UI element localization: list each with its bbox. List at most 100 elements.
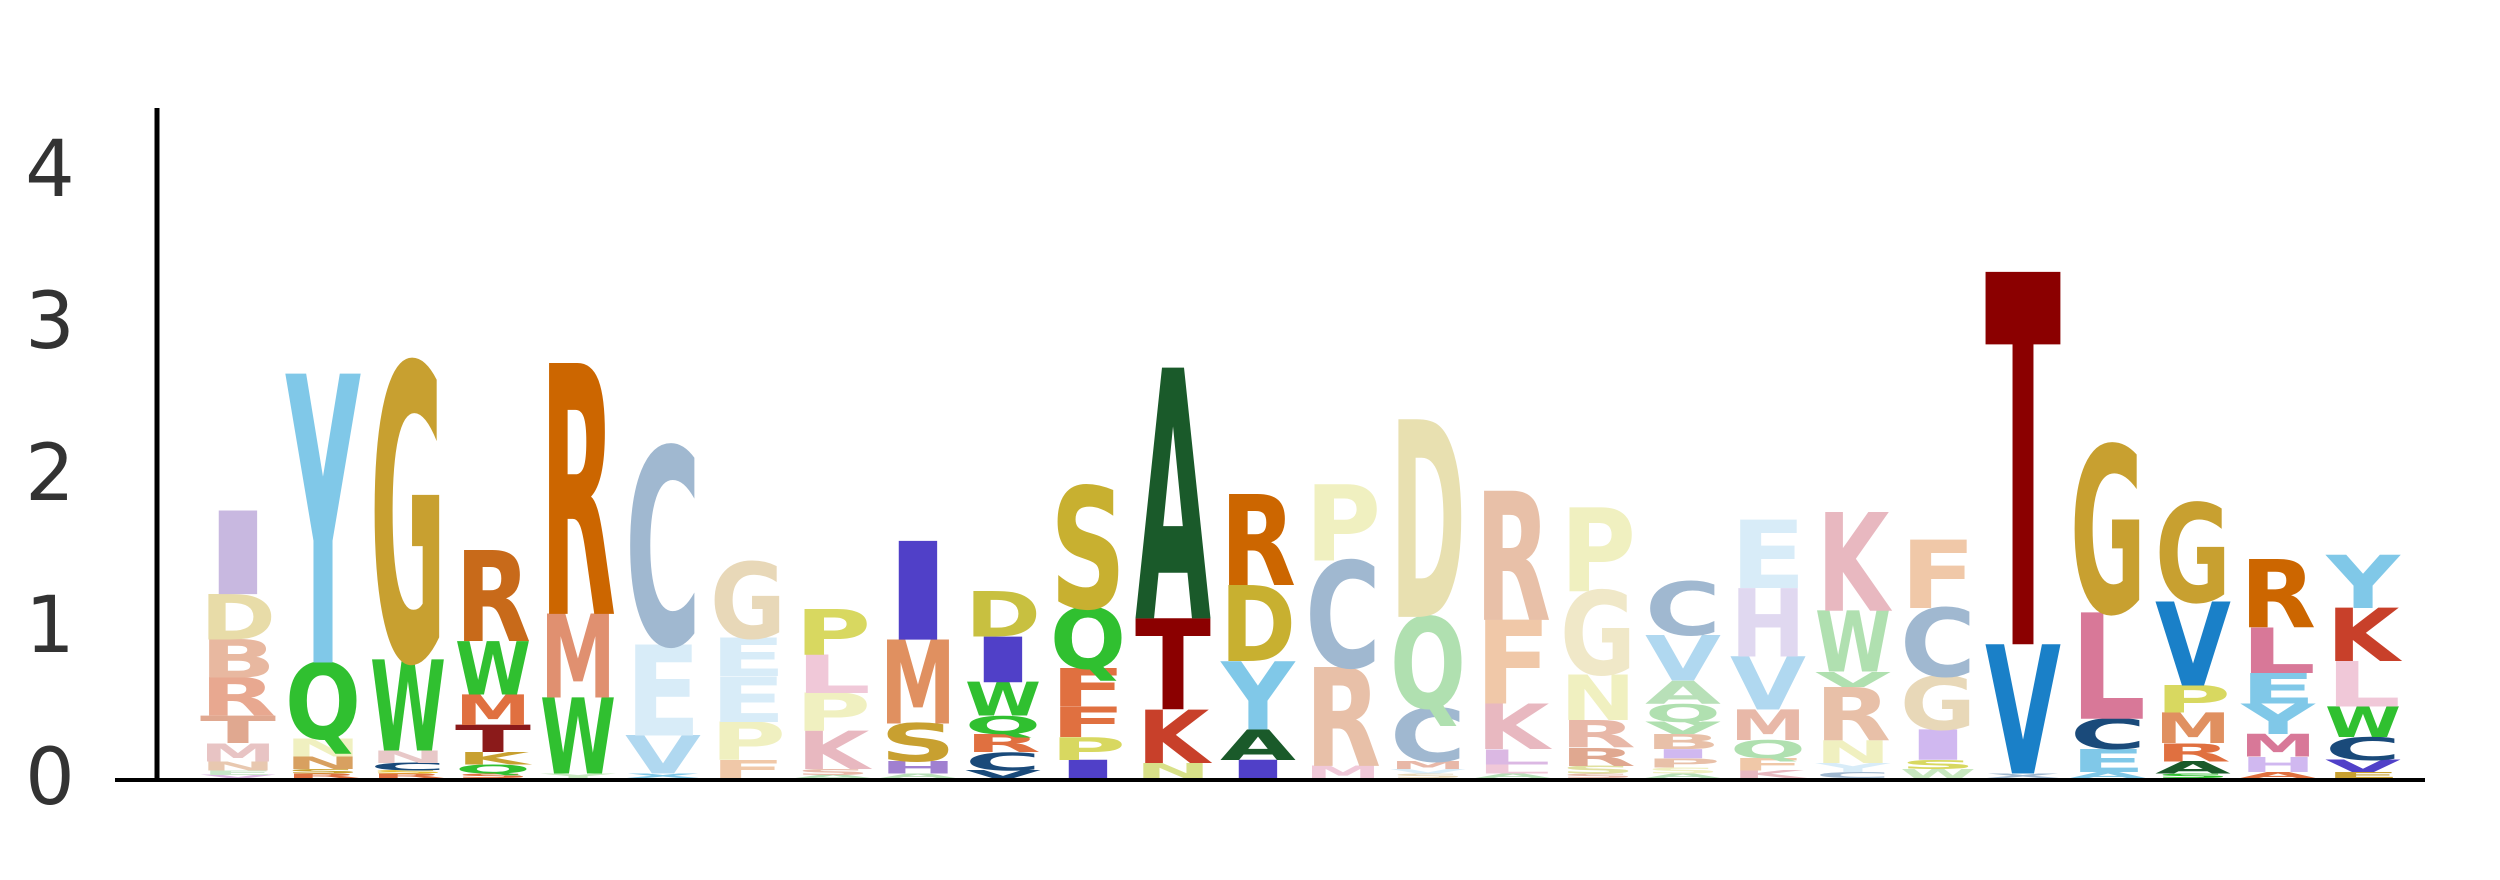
logo-letter: R — [540, 294, 616, 695]
logo-letter: Q — [1645, 699, 1721, 728]
logo-letter: Q — [1390, 592, 1466, 738]
logo-letter: I — [1050, 755, 1126, 784]
logo-letter: V — [1645, 624, 1721, 696]
logo-letter: T — [1985, 172, 2062, 766]
logo-letter: R — [1815, 673, 1891, 758]
logo-letter: G — [2070, 401, 2146, 667]
logo-letter: Q — [1730, 735, 1806, 764]
logo-letter: C — [965, 747, 1041, 776]
logo-letter: G — [1560, 568, 1636, 702]
logo-letter: A — [2155, 758, 2232, 777]
logo-letter: S — [1560, 764, 1636, 776]
logo-letter: A — [2240, 770, 2316, 780]
logo-letter: N — [370, 747, 446, 766]
logo-letter: M — [2155, 704, 2231, 753]
logo-letter: A — [1475, 772, 1551, 779]
logo-letter: P — [2155, 678, 2231, 721]
logo-letter: C — [625, 395, 701, 709]
logo-letter: F — [1730, 755, 1806, 775]
logo-letter: V — [965, 768, 1041, 780]
logo-letter: C — [1815, 770, 1891, 780]
logo-letter: B — [200, 629, 276, 690]
logo-letter: C — [1900, 590, 1976, 699]
logo-letter: X — [1985, 772, 2061, 779]
logo-letter: E — [625, 619, 701, 765]
logo-letter: Y — [2325, 540, 2401, 625]
logo-letter: R — [455, 525, 531, 672]
logo-letter: R — [1560, 713, 1636, 757]
logo-letter: G — [1900, 662, 1976, 747]
y-tick-label: 2 — [25, 429, 75, 519]
logo-letter: R — [1560, 743, 1636, 772]
logo-letter: F — [1050, 698, 1126, 747]
logo-letter: A — [2070, 770, 2146, 780]
logo-letter: P — [710, 712, 786, 772]
logo-letter: D — [1220, 565, 1296, 686]
logo-letter: W — [1900, 766, 1976, 781]
logo-letter: Y — [2240, 696, 2316, 744]
logo-letter: I — [1220, 755, 1296, 784]
logo-letter: W — [965, 673, 1041, 726]
logo-letter: V — [1985, 609, 2061, 816]
logo-letter: P — [1560, 485, 1636, 618]
logo-letter: N — [200, 759, 276, 773]
logo-letter-stacks: VENMTRBDIRSNNQYRSCNWGSQKTMWRYWMRXVECFPEE… — [200, 172, 2403, 816]
logo-letter: S — [455, 772, 531, 779]
logo-letter: T — [200, 708, 276, 752]
logo-letter: G — [370, 282, 446, 756]
logo-letter: M — [540, 592, 616, 725]
logo-letter: K — [1137, 695, 1213, 780]
logo-letter: Y — [1815, 760, 1891, 775]
logo-letter: S — [1050, 452, 1126, 647]
logo-letter: K — [797, 721, 874, 781]
logo-letter: M — [880, 617, 956, 750]
logo-letter: Q — [455, 762, 531, 777]
logo-letter: I — [1900, 721, 1976, 770]
logo-letter: F — [1050, 659, 1126, 720]
logo-letter: C — [1390, 694, 1466, 779]
logo-letter: T — [455, 717, 531, 761]
logo-letter: R — [1305, 640, 1381, 798]
logo-letter: L — [1475, 745, 1551, 769]
logo-letter: V — [1815, 667, 1891, 691]
logo-letter: S — [1560, 772, 1636, 779]
logo-letter: V — [200, 774, 276, 779]
logo-letter: Y — [285, 297, 361, 757]
logo-letter: Q — [965, 711, 1041, 740]
logo-letter: P — [1645, 756, 1721, 771]
logo-letter: N — [1560, 663, 1636, 735]
logo-letter: D — [1390, 365, 1466, 681]
logo-letter: A — [1645, 772, 1721, 779]
logo-letter: Y — [540, 772, 616, 779]
y-tick-label: 3 — [25, 277, 75, 367]
logo-letter: F — [710, 755, 786, 784]
logo-letter: S — [795, 767, 871, 777]
logo-letter: M — [1730, 701, 1806, 750]
logo-letter: X — [625, 772, 701, 779]
logo-letter: P — [1305, 463, 1381, 585]
logo-letter: L — [2070, 584, 2146, 754]
logo-letter: C — [1645, 568, 1721, 653]
logo-letter: L — [2240, 616, 2316, 688]
logo-letter: N — [1815, 734, 1891, 770]
logo-letter: W — [370, 634, 446, 780]
logo-letter: K — [1477, 691, 1553, 764]
logo-letter: H — [2240, 753, 2316, 777]
y-tick-label: 4 — [25, 125, 75, 215]
logo-letter: L — [1475, 762, 1551, 777]
logo-letter: A — [1645, 675, 1722, 711]
logo-letter: R — [965, 729, 1041, 758]
logo-letter: S — [285, 768, 361, 775]
logo-letter: A — [880, 772, 956, 779]
logo-letter: A — [795, 774, 871, 779]
logo-letter: Q — [285, 642, 361, 763]
logo-letter: H — [1730, 569, 1806, 679]
logo-letter: V — [2155, 580, 2231, 713]
logo-letter: C — [2070, 711, 2146, 760]
logo-letter: E — [710, 628, 786, 689]
logo-letter: R — [1220, 468, 1296, 615]
logo-letter: N — [285, 754, 361, 773]
logo-letter: V — [1390, 768, 1466, 775]
logo-letter: R — [285, 772, 361, 779]
logo-letter: M — [1390, 759, 1466, 771]
